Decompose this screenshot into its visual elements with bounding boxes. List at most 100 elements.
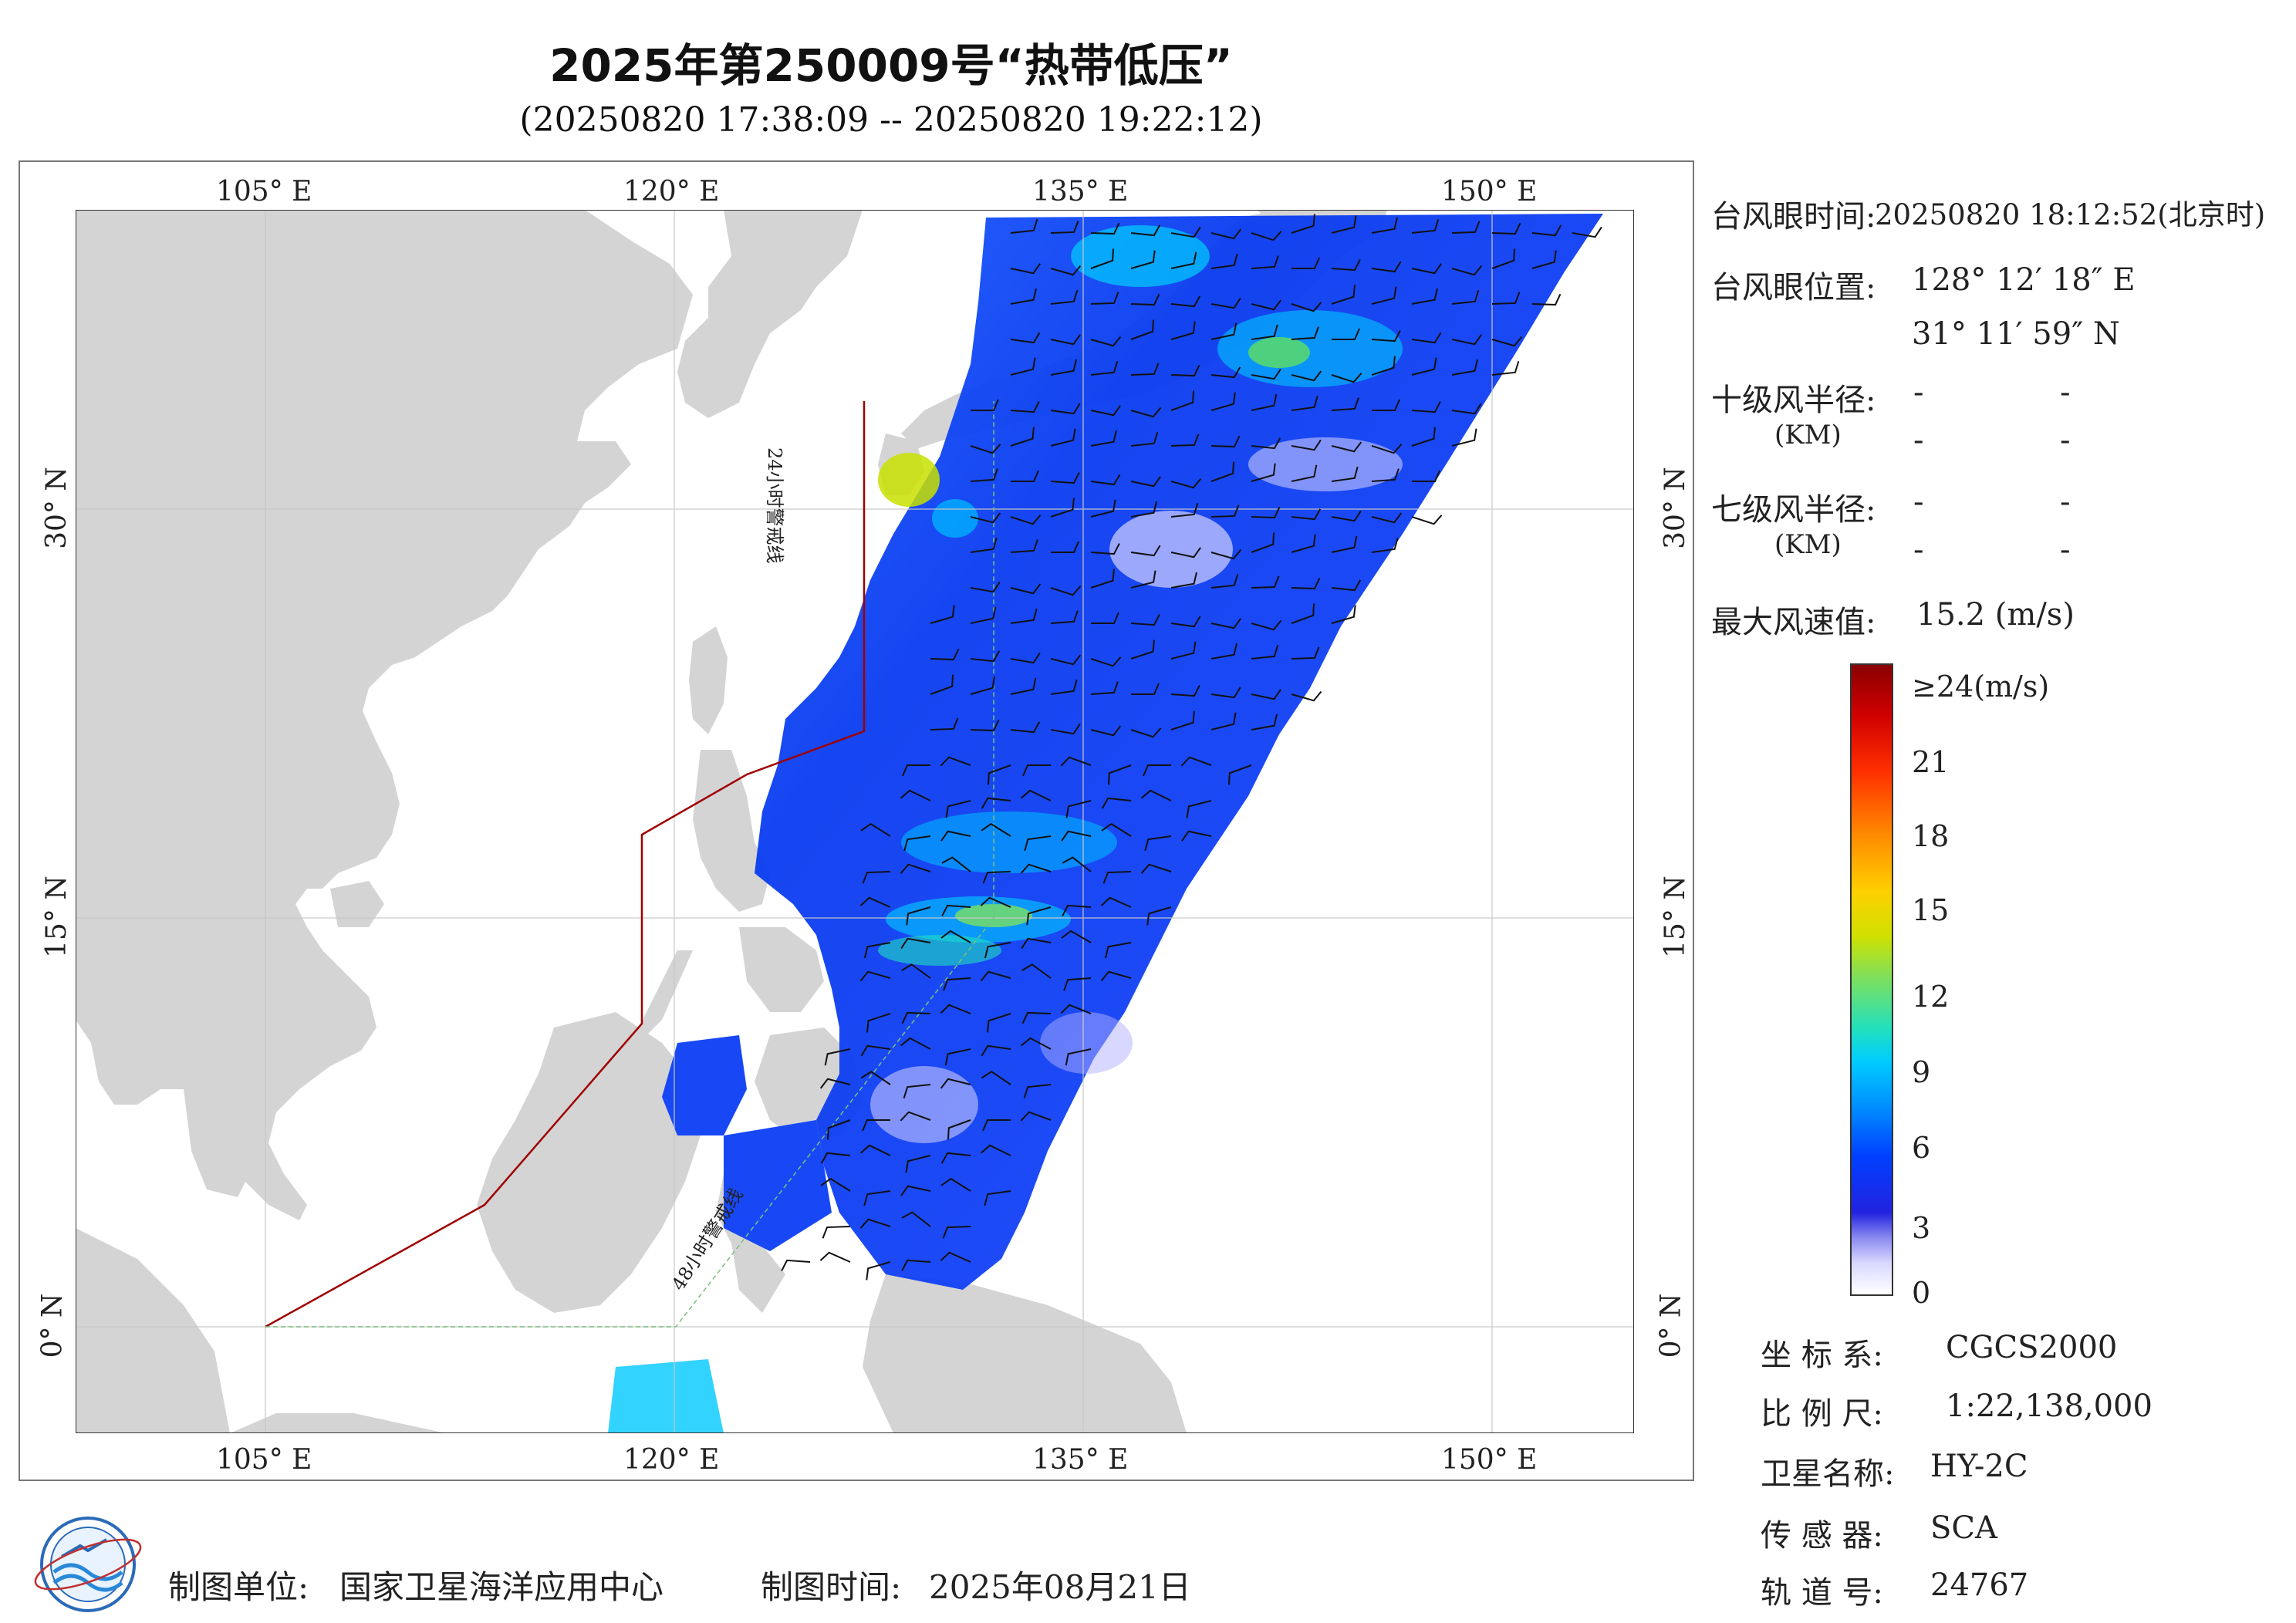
calm-patch [1109,511,1233,588]
wind-barb [1251,532,1275,553]
calm-patch [1248,437,1403,491]
wind-barb [940,1152,971,1164]
wind-barb [1251,368,1281,380]
wind-barb [970,581,1001,593]
wind-barb [860,1071,891,1085]
wind-barb [980,896,1011,908]
wind-barb [1451,334,1482,346]
wind-barb [1010,357,1036,376]
wind-barb [1491,292,1521,305]
wind-barb [1130,224,1161,237]
speed-patch [932,499,978,538]
wind-barb [1331,259,1361,272]
lat-label-right: 0° N [1655,1293,1687,1358]
wind-barb [1024,835,1052,852]
wind-barb [1105,942,1132,959]
wind-barb [824,1048,851,1066]
wind-barb [862,1119,890,1132]
wind-barb [982,1119,1011,1132]
wind-barb [1371,261,1402,273]
date-label: 制图时间: [761,1568,902,1606]
wind-barb [1020,1111,1052,1122]
wind-barb [1050,290,1079,305]
wind-barb [1091,612,1119,624]
wind-barb [1331,441,1362,453]
r7-dash: - [2060,484,2071,520]
wind-barb [1011,470,1039,482]
wind-barb [1291,214,1315,234]
wind-barb [987,764,1011,785]
colorbar-tick: 21 [1912,745,1950,779]
wind-barb [1251,255,1279,269]
wind-barb [1291,603,1315,624]
wind-barb [1210,461,1235,482]
land-hainan [330,881,384,927]
land-taiwan [689,626,728,734]
nsoas-logo-icon [34,1517,142,1612]
r7-label: 七级风半径: [1711,492,1876,528]
wind-barb [1130,501,1157,518]
wind-barb [1050,585,1082,596]
lon-label-top: 135° E [1032,176,1129,208]
wind-barb [940,1004,971,1014]
wind-barb [1411,332,1442,344]
wind-barb [1130,639,1155,660]
wind-barb [1531,293,1562,306]
wind-barb [1170,251,1197,269]
wind-barb [970,444,1001,454]
wind-barb [981,822,1011,837]
wind-barb [1331,373,1362,383]
wind-swath [755,214,1603,1290]
wind-barb [902,764,930,777]
wind-barb [1090,292,1119,305]
map-frame [19,160,1694,1481]
r7-dash: - [1913,484,1924,520]
wind-barb [1451,359,1478,376]
land-java [230,1413,446,1433]
wind-barb [1371,537,1399,553]
wind-barb [1090,569,1115,589]
wind-barb [1331,510,1362,522]
wind-barb [1491,336,1523,347]
wind-barb [1170,641,1197,660]
wind-barb [1050,654,1082,666]
wind-barb [1101,822,1132,837]
wind-barb [1022,764,1051,777]
wind-barb [1050,265,1082,276]
wind-barb [1251,619,1282,631]
wind-barb [1371,217,1398,234]
wind-speed-colorbar [1850,663,1893,1296]
wind-barb [1291,577,1321,590]
wind-barb [1061,930,1092,943]
wind-barb [1451,290,1480,305]
wind-barb [1010,677,1037,695]
wind-barb [984,942,1011,959]
wind-barb [1130,570,1156,589]
wind-barb [1130,432,1159,447]
wind-barb [1371,444,1403,454]
date-value: 2025年08月21日 [929,1568,1191,1606]
wind-barb [826,1119,851,1140]
wind-barb [866,1013,891,1033]
wind-barb [1090,361,1119,376]
wind-barb [1451,221,1481,234]
land-malay [184,1089,253,1197]
lat-label-right: 30° N [1659,467,1691,549]
wind-barb [1021,963,1052,979]
wind-barb [1090,405,1121,417]
wind-barb [1010,583,1042,595]
wind-barb [1291,326,1319,340]
wind-barb [1021,1037,1052,1050]
colorbar-tick: 0 [1912,1276,1931,1310]
wind-barb [1144,835,1172,852]
wind-barb [1251,231,1282,241]
warning-line-24h [265,401,866,1328]
r7-unit: (KM) [1774,529,1842,560]
wind-swath-sw [608,1359,724,1433]
wind-barb [1291,464,1318,482]
wind-barb [1371,330,1401,342]
scale-label: 比 例 尺: [1761,1396,1883,1432]
max-wind-label: 最大风速值: [1711,605,1876,640]
wind-barb [1210,504,1240,518]
colorbar-tick: 18 [1912,819,1950,853]
